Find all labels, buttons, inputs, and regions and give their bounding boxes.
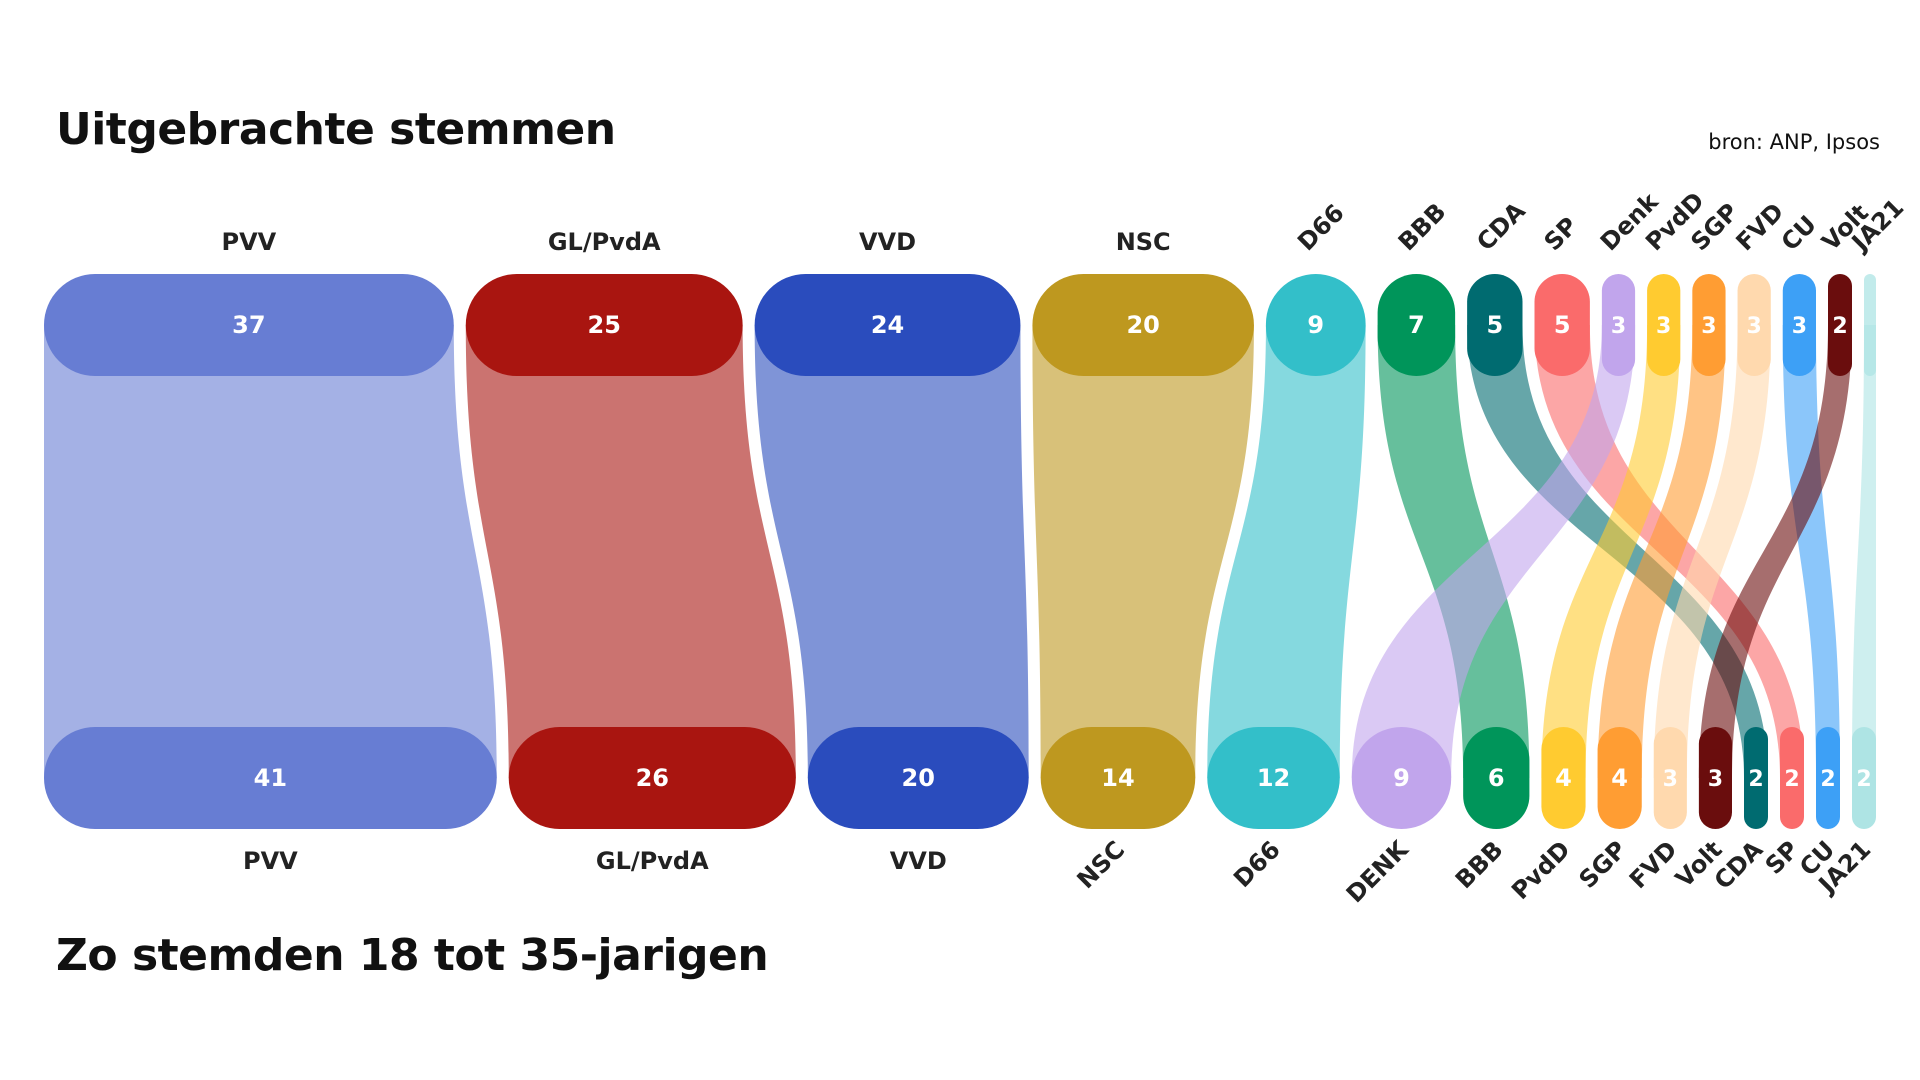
top-label-fvd: FVD — [1731, 198, 1790, 257]
top-node-cu — [1782, 274, 1816, 376]
top-label-sp: SP — [1539, 212, 1583, 256]
bottom-node-sp — [1780, 727, 1804, 829]
bottom-node-pvv — [44, 727, 497, 829]
flow-d66 — [1207, 325, 1366, 778]
top-node-denk — [1601, 274, 1636, 376]
top-value-pvdd: 3 — [1656, 314, 1671, 339]
nodes-layer: 37 25 24 20 9 7 5 5 3 3 3 3 3 241 26 20 14 12 9 6 4 4 3 3 2 2 2 2 — [44, 274, 1876, 829]
bottom-value-nsc: 14 — [1101, 764, 1134, 792]
top-label-vvd: VVD — [859, 228, 916, 256]
top-label-d66: D66 — [1292, 199, 1350, 257]
top-value-cu: 3 — [1792, 314, 1807, 339]
top-node-cda — [1467, 274, 1523, 376]
flow-nsc — [1032, 325, 1254, 778]
top-label-bbb: BBB — [1393, 198, 1452, 257]
bottom-node-volt — [1698, 727, 1732, 829]
bottom-value-pvdd: 4 — [1555, 764, 1572, 792]
top-value-cda: 5 — [1486, 311, 1503, 339]
top-value-vvd: 24 — [871, 311, 904, 339]
bottom-node-sgp — [1597, 727, 1642, 829]
bottom-node-gl-pvda — [508, 727, 796, 829]
bottom-value-bbb: 6 — [1488, 764, 1505, 792]
top-value-denk: 3 — [1611, 314, 1626, 339]
bottom-value-gl-pvda: 26 — [636, 764, 669, 792]
flow-pvdd — [1541, 325, 1681, 778]
bottom-label-fvd: FVD — [1624, 835, 1683, 894]
bottom-label-d66: D66 — [1228, 835, 1286, 893]
bottom-value-cda: 2 — [1748, 767, 1763, 792]
bottom-label-gl-pvda: GL/PvdA — [596, 847, 709, 875]
bottom-value-d66: 12 — [1257, 764, 1290, 792]
flow-sgp — [1597, 325, 1726, 778]
bottom-value-denk: 9 — [1393, 764, 1410, 792]
flows-layer — [44, 325, 1876, 778]
top-value-d66: 9 — [1307, 311, 1324, 339]
bottom-node-cda — [1744, 727, 1768, 829]
top-label-gl-pvda: GL/PvdA — [548, 228, 661, 256]
bottom-label-sgp: SGP — [1574, 835, 1632, 893]
bottom-value-cu: 2 — [1820, 767, 1835, 792]
flow-volt — [1698, 325, 1852, 778]
top-node-volt — [1828, 274, 1852, 376]
top-label-nsc: NSC — [1116, 228, 1171, 256]
bottom-value-vvd: 20 — [902, 764, 935, 792]
top-node-bbb — [1377, 274, 1456, 376]
top-label-pvv: PVV — [222, 228, 277, 256]
flow-vvd — [754, 325, 1029, 778]
top-node-fvd — [1737, 274, 1771, 376]
bottom-value-fvd: 3 — [1663, 767, 1678, 792]
bottom-label-pvdd: PvdD — [1506, 835, 1576, 905]
top-value-gl-pvda: 25 — [588, 311, 621, 339]
bottom-node-d66 — [1207, 727, 1340, 829]
chart-subtitle: Zo stemden 18 tot 35-jarigen — [56, 930, 769, 981]
bottom-label-denk: DENK — [1341, 834, 1415, 908]
bottom-node-cu — [1816, 727, 1840, 829]
bottom-value-pvv: 41 — [254, 764, 287, 792]
bottom-node-pvdd — [1541, 727, 1586, 829]
top-value-pvv: 37 — [232, 311, 265, 339]
top-value-volt: 2 — [1832, 314, 1847, 339]
bottom-node-denk — [1351, 727, 1452, 829]
top-label-cda: CDA — [1471, 196, 1531, 256]
top-value-nsc: 20 — [1126, 311, 1159, 339]
bottom-value-sgp: 4 — [1611, 764, 1628, 792]
bottom-value-sp: 2 — [1784, 767, 1799, 792]
flow-fvd — [1653, 325, 1771, 778]
bottom-node-ja21 — [1852, 727, 1876, 829]
top-value-fvd: 3 — [1747, 314, 1762, 339]
top-value-bbb: 7 — [1408, 311, 1425, 339]
bottom-value-volt: 3 — [1708, 767, 1723, 792]
source-note: bron: ANP, Ipsos — [1708, 130, 1880, 154]
chart-title: Uitgebrachte stemmen — [56, 104, 616, 155]
bottom-label-bbb: BBB — [1450, 835, 1509, 894]
top-node-vvd — [754, 274, 1021, 376]
top-node-ja21 — [1864, 274, 1876, 376]
bottom-label-cda: CDA — [1709, 835, 1769, 895]
flow-bbb — [1377, 325, 1530, 778]
bottom-label-vvd: VVD — [890, 847, 947, 875]
top-node-pvdd — [1647, 274, 1681, 376]
top-node-gl-pvda — [465, 274, 743, 376]
top-value-sp: 5 — [1554, 311, 1571, 339]
bottom-node-vvd — [807, 727, 1029, 829]
flow-pvv — [44, 325, 497, 778]
top-node-sp — [1534, 274, 1590, 376]
flow-gl-pvda — [465, 325, 796, 778]
top-node-d66 — [1265, 274, 1366, 376]
bottom-label-pvv: PVV — [243, 847, 298, 875]
top-node-pvv — [44, 274, 454, 376]
bottom-node-bbb — [1463, 727, 1530, 829]
flow-cu — [1782, 325, 1840, 778]
flow-ja21 — [1852, 325, 1876, 778]
top-node-nsc — [1032, 274, 1254, 376]
bottom-node-fvd — [1653, 727, 1687, 829]
top-node-sgp — [1692, 274, 1726, 376]
top-value-sgp: 3 — [1701, 314, 1716, 339]
flow-denk — [1351, 325, 1636, 778]
bottom-value-ja21: 2 — [1856, 767, 1871, 792]
bottom-label-nsc: NSC — [1072, 835, 1131, 894]
bottom-node-nsc — [1040, 727, 1196, 829]
